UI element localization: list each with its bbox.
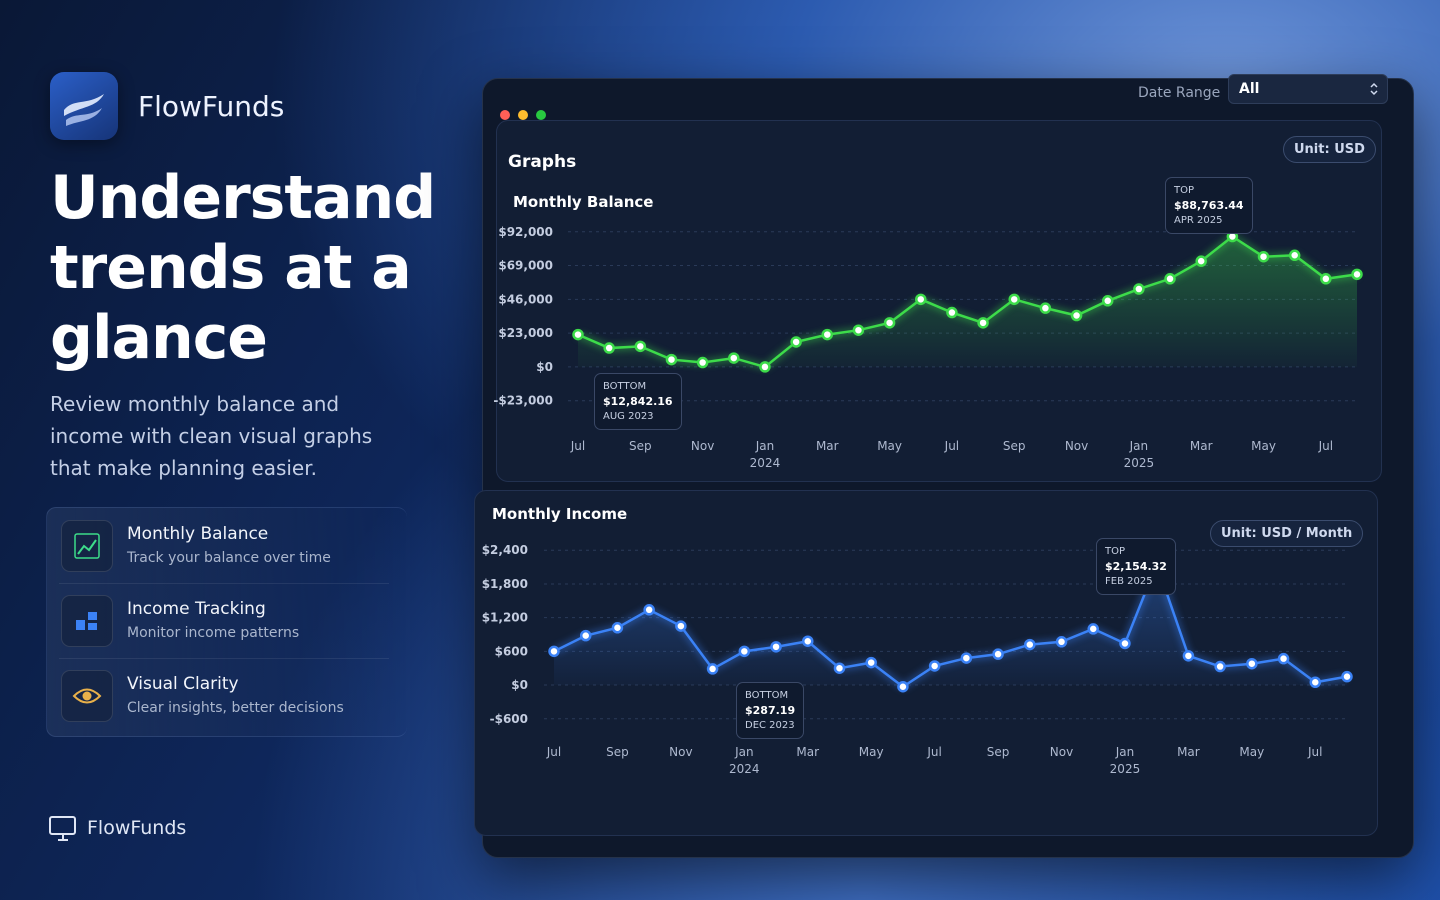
logo-icon [64,94,104,126]
feature-description: Track your balance over time [127,550,331,566]
point [611,622,624,634]
point [1214,660,1226,673]
point [675,620,687,632]
point [1087,623,1099,635]
feature-title: Visual Clarity [127,674,239,694]
y-tick-label: $23,000 [498,326,553,340]
point [706,663,719,675]
point [696,356,709,369]
point [665,353,678,366]
date-range-label: Date Range [1138,85,1221,101]
point [960,652,973,664]
point [1351,268,1363,281]
point [928,660,941,672]
point [1341,670,1353,683]
footer-icon [49,816,76,841]
point [738,645,751,658]
point [1277,652,1290,665]
point [790,336,802,348]
date-range-select[interactable]: All [1228,74,1388,104]
point [821,328,834,341]
point [643,604,655,616]
point [1008,293,1020,306]
point [1133,283,1145,295]
point [634,340,647,353]
y-tick-label: $0 [511,678,528,692]
point [728,352,740,364]
point [1226,230,1239,243]
point [1320,273,1332,285]
point [759,361,771,373]
feature-title: Income Tracking [127,599,266,619]
y-tick-label: $0 [536,360,553,374]
point [603,342,615,354]
feature-icon [61,520,113,572]
y-tick-label: $1,200 [482,611,528,625]
y-tick-label: $1,800 [482,577,528,591]
y-tick-label: $46,000 [498,292,553,306]
brand-name: FlowFunds [138,90,285,123]
y-tick-label: -$23,000 [493,394,553,408]
y-tick-label: -$600 [490,712,528,726]
feature-description: Monitor income patterns [127,625,300,641]
y-tick-label: $600 [495,644,528,658]
feature-list: Monthly Balance Track your balance over … [46,507,407,737]
point [1164,273,1176,285]
point [1309,676,1322,688]
area [578,236,1357,367]
point [1182,650,1195,662]
point [915,293,927,306]
point [865,656,877,669]
feature-title: Monthly Balance [127,524,269,544]
point [883,317,896,329]
feature-description: Clear insights, better decisions [127,700,344,716]
point [1150,558,1163,570]
point [992,648,1004,660]
point [548,645,560,658]
point [1055,636,1068,648]
point [852,324,865,336]
area [554,564,1347,687]
point [833,662,846,674]
point [977,317,989,329]
date-range-value: All [1239,81,1260,97]
feature-icon [61,670,113,722]
y-tick-label: $92,000 [498,225,553,239]
feature: Visual Clarity Clear insights, better de… [59,658,399,733]
point [946,306,958,319]
point [1288,249,1301,262]
headline: Understand trends at a glance [50,163,436,373]
point [572,328,584,341]
point [1257,250,1270,263]
point [1195,255,1207,267]
point [579,629,592,642]
y-tick-label: $69,000 [498,259,553,273]
point [1070,309,1083,322]
description: Review monthly balance and income with c… [50,392,373,480]
point [1039,302,1052,314]
point [1246,657,1258,670]
feature: Monthly Balance Track your balance over … [59,508,399,583]
section-title: Graphs [508,152,577,172]
feature-icon [61,595,113,647]
feature: Income Tracking Monitor income patterns [59,583,399,658]
y-tick-label: $2,400 [482,543,528,557]
point [1119,637,1131,650]
point [897,680,909,693]
point [1101,295,1114,307]
point [1024,638,1036,651]
point [770,641,782,653]
point [802,635,814,647]
window-controls [500,110,546,120]
footer-name: FlowFunds [87,817,187,839]
logo [50,72,118,140]
